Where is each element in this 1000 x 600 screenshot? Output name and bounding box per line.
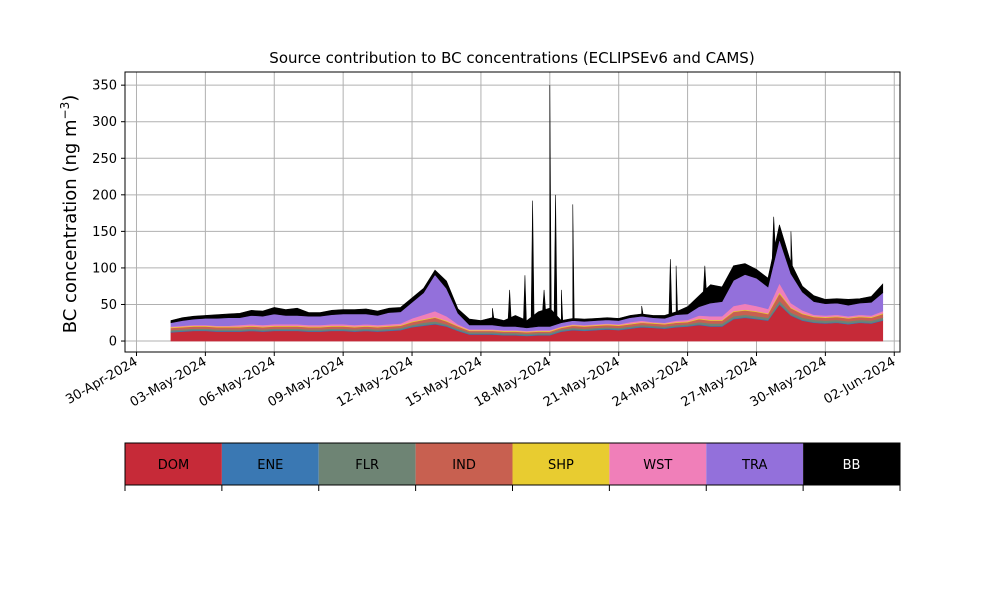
plot-frame [124, 71, 901, 353]
y-tick-label: 200 [92, 188, 117, 203]
y-axis-label-close: ) [60, 95, 81, 102]
x-tick-label: 12-May-2024 [334, 354, 416, 410]
legend-swatch-shp [512, 443, 610, 485]
plot-area [124, 71, 901, 353]
legend-swatch-flr [318, 443, 416, 485]
x-axis: 30-Apr-202403-May-202406-May-202409-May-… [63, 352, 898, 410]
y-tick-label: 0 [109, 335, 117, 350]
x-tick-label: 30-May-2024 [748, 354, 830, 410]
legend-label-tra: TRA [741, 458, 767, 473]
area-bb [170, 85, 884, 329]
y-tick-label: 150 [92, 225, 117, 240]
legend-label-bb: BB [843, 458, 861, 473]
y-axis-label: BC concentration (ng m−3) [58, 95, 81, 334]
x-tick-label: 15-May-2024 [403, 354, 485, 410]
x-tick-label: 03-May-2024 [128, 354, 210, 410]
y-tick-label: 300 [92, 115, 117, 130]
grid [125, 72, 900, 352]
x-tick-label: 18-May-2024 [472, 354, 554, 410]
y-axis: 0 50 100 150 200 250 300 350 [92, 79, 125, 350]
legend-label-shp: SHP [548, 458, 574, 473]
legend-swatch-bb [803, 443, 900, 485]
x-tick-label: 27-May-2024 [679, 354, 761, 410]
x-tick-label: 09-May-2024 [265, 354, 347, 410]
legend-swatch-ind [415, 443, 513, 485]
chart-title: Source contribution to BC concentrations… [269, 49, 754, 67]
legend-label-ene: ENE [257, 458, 283, 473]
y-tick-label: 350 [92, 79, 117, 94]
x-tick-label: 24-May-2024 [610, 354, 692, 410]
y-tick-label: 50 [100, 298, 117, 313]
legend-swatch-ene [221, 443, 319, 485]
legend-swatch-tra [706, 443, 804, 485]
x-tick-label: 06-May-2024 [197, 354, 279, 410]
y-tick-label: 100 [92, 261, 117, 276]
x-tick-label: 21-May-2024 [541, 354, 623, 410]
legend-swatch-dom [125, 443, 222, 485]
legend-label-ind: IND [452, 458, 476, 473]
legend-label-flr: FLR [355, 458, 379, 473]
x-tick-label: 02-Jun-2024 [821, 354, 898, 407]
legend-label-wst: WST [643, 458, 672, 473]
legend: DOM ENE FLR IND SHP WST TRA BB [124, 442, 901, 491]
legend-swatch-wst [609, 443, 707, 485]
y-axis-label-main: BC concentration (ng m [60, 119, 81, 333]
y-tick-label: 250 [92, 152, 117, 167]
stacked-areas [170, 85, 884, 342]
legend-label-dom: DOM [158, 458, 189, 473]
y-axis-label-superscript: −3 [58, 102, 72, 120]
